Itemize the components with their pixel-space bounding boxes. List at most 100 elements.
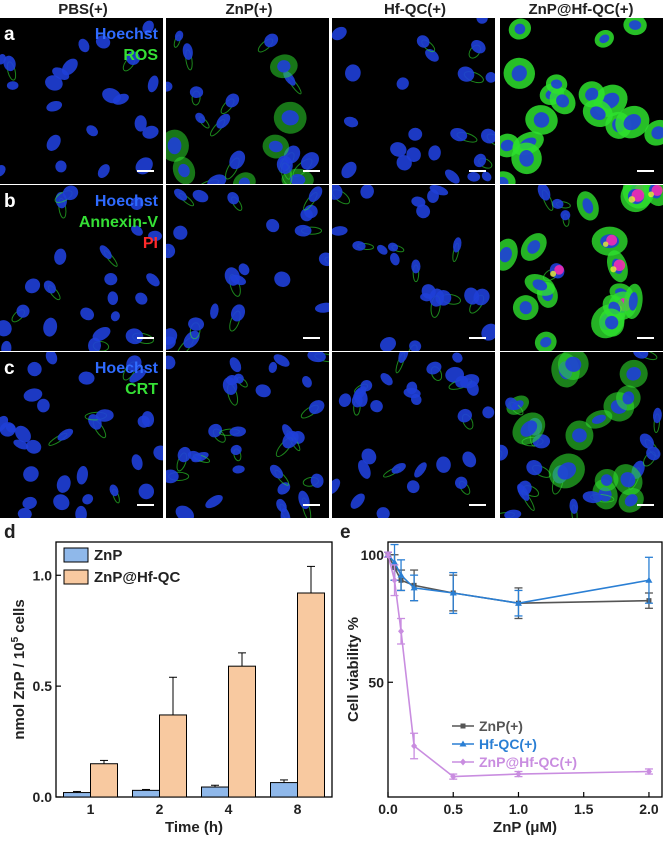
nucleus — [225, 93, 240, 108]
nucleus — [410, 394, 422, 406]
micrograph-panel — [500, 185, 663, 351]
column-header-pbs: PBS(+) — [58, 1, 108, 18]
nucleus — [166, 469, 179, 484]
nucleus — [205, 494, 223, 509]
nucleus — [590, 106, 606, 120]
legend-label: ZnP(+) — [479, 718, 523, 734]
scale-bar — [469, 337, 486, 339]
x-tick-label: 1.0 — [509, 801, 529, 817]
nucleus — [565, 356, 582, 372]
nucleus — [453, 237, 462, 253]
nucleus — [22, 496, 37, 510]
nucleus — [310, 473, 324, 488]
cell-image — [500, 18, 663, 184]
scale-bar — [637, 337, 654, 339]
stain-label: CRT — [125, 381, 158, 398]
nucleus — [557, 462, 577, 480]
line-chart-viability: 0.0 0.5 1.0 1.5 2.0 50 100 ZnP(+) Hf-QC(+) ZnP@Hf… — [345, 541, 663, 836]
cell-image — [166, 30, 320, 184]
nucleus — [426, 361, 442, 375]
nucleus — [300, 152, 320, 170]
nucleus — [188, 317, 205, 331]
nucleus — [135, 292, 148, 305]
nucleus — [53, 494, 70, 511]
legend-label: ZnP@Hf-QC(+) — [479, 754, 577, 770]
nucleus — [414, 462, 427, 478]
data-point — [398, 627, 405, 635]
nucleus — [27, 361, 42, 377]
nucleus — [341, 161, 357, 179]
nucleus — [99, 245, 112, 260]
nucleus — [129, 369, 147, 383]
x-tick-label: 1 — [87, 801, 95, 817]
nucleus — [82, 494, 94, 505]
nucleus — [207, 174, 227, 184]
nucleus — [428, 145, 441, 161]
data-point — [514, 599, 522, 606]
micrograph-panel — [166, 18, 329, 184]
nucleus — [569, 498, 579, 514]
cell-image — [500, 352, 662, 518]
nucleus — [137, 415, 150, 428]
nucleus — [302, 376, 312, 388]
nucleus — [229, 150, 246, 170]
nucleus — [473, 153, 487, 168]
nucleus — [15, 425, 31, 443]
nucleus — [332, 226, 348, 236]
data-point — [397, 571, 405, 578]
nucleus — [455, 375, 469, 388]
pi-signal — [651, 185, 663, 196]
nucleus — [332, 185, 343, 200]
nucleus — [45, 75, 63, 91]
nucleus — [227, 191, 239, 205]
nucleus — [281, 110, 299, 126]
nucleus — [353, 386, 367, 401]
nucleus — [411, 196, 426, 207]
nucleus — [126, 355, 142, 372]
stain-label: ROS — [123, 47, 158, 64]
nucleus — [624, 494, 638, 507]
y-label-main: nmol ZnP / 10 — [11, 642, 28, 739]
nucleus — [582, 198, 594, 214]
nucleus — [551, 79, 563, 89]
nucleus — [0, 53, 6, 65]
nucleus — [56, 475, 71, 493]
y-axis-label: nmol ZnP / 105 cells — [10, 599, 28, 739]
nucleus — [233, 373, 244, 384]
nucleus — [264, 33, 279, 48]
nucleus — [268, 361, 278, 373]
nucleus — [471, 40, 486, 54]
nucleus — [178, 163, 190, 178]
nucleus — [104, 273, 118, 286]
nucleus — [350, 493, 365, 509]
plot-frame — [55, 541, 333, 798]
nucleus — [314, 302, 329, 313]
nucleus — [361, 448, 377, 465]
nucleus — [282, 431, 299, 449]
nucleus — [277, 482, 291, 495]
micrograph-panel — [500, 18, 663, 184]
nucleus — [174, 188, 188, 201]
y-tick-label: 1.0 — [33, 567, 53, 583]
bar — [228, 665, 256, 798]
nucleus — [511, 65, 527, 82]
data-point — [450, 773, 457, 781]
bar — [201, 786, 229, 798]
scale-bar — [637, 170, 654, 172]
micrograph-panel — [0, 185, 163, 351]
nucleus — [390, 252, 400, 266]
micrograph-panel — [332, 185, 495, 351]
scale-bar — [137, 170, 154, 172]
nucleus — [519, 150, 534, 167]
cell-image — [166, 352, 329, 518]
nucleus — [332, 26, 347, 41]
nucleus — [230, 274, 246, 286]
nucleus — [464, 287, 480, 305]
micrograph-panel — [0, 18, 163, 184]
nucleus — [390, 142, 407, 157]
nucleus — [352, 241, 366, 251]
nucleus — [177, 446, 192, 463]
nucleus — [457, 66, 475, 82]
nucleus — [25, 439, 42, 454]
nucleus — [166, 336, 176, 350]
